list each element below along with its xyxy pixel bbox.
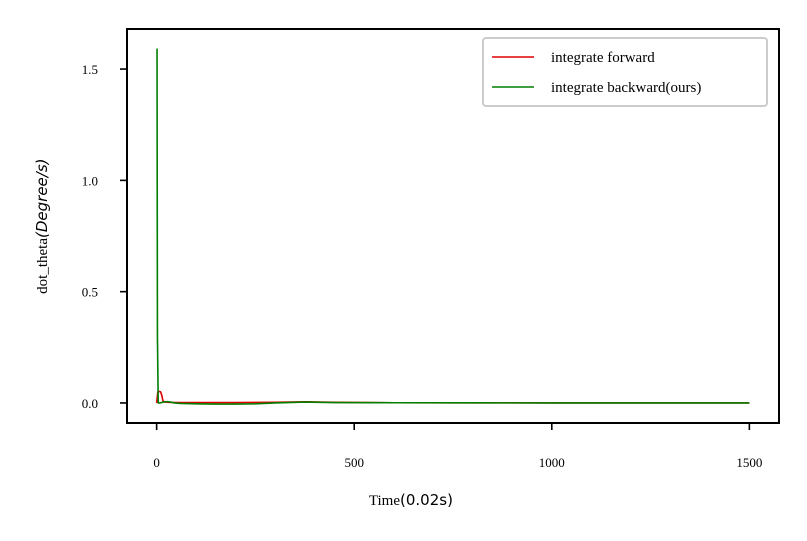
- x-tick-label: 500: [344, 455, 364, 470]
- x-axis-label: Time: [369, 493, 400, 509]
- x-tick-label: 0: [153, 455, 160, 470]
- x-tick-label: 1500: [736, 455, 762, 470]
- legend-label-backward: integrate backward(ours): [551, 80, 701, 96]
- y-tick-label: 1.5: [82, 62, 98, 77]
- x-axis-label-unit: (0.02s): [400, 491, 453, 509]
- series-layer: [155, 48, 750, 405]
- y-tick-label: 0.0: [82, 396, 98, 411]
- legend-label-forward: integrate forward: [551, 50, 655, 66]
- y-tick-label: 0.5: [82, 285, 98, 300]
- series-line-backward: [156, 48, 750, 405]
- x-tick-label: 1000: [539, 455, 565, 470]
- y-axis-label: dot_theta: [35, 238, 51, 294]
- legend: integrate forward integrate backward(our…: [482, 37, 768, 107]
- y-tick-label: 1.0: [82, 173, 98, 188]
- x-axis-ticks: 0 500 1000 1500: [153, 423, 762, 470]
- y-axis-ticks: 0.0 0.5 1.0 1.5: [82, 62, 127, 411]
- y-axis-label-group: dot_theta (Degree/s): [33, 159, 51, 294]
- legend-box: [482, 37, 768, 107]
- plot-frame: [126, 28, 780, 424]
- y-axis-label-unit: (Degree/s): [33, 159, 51, 239]
